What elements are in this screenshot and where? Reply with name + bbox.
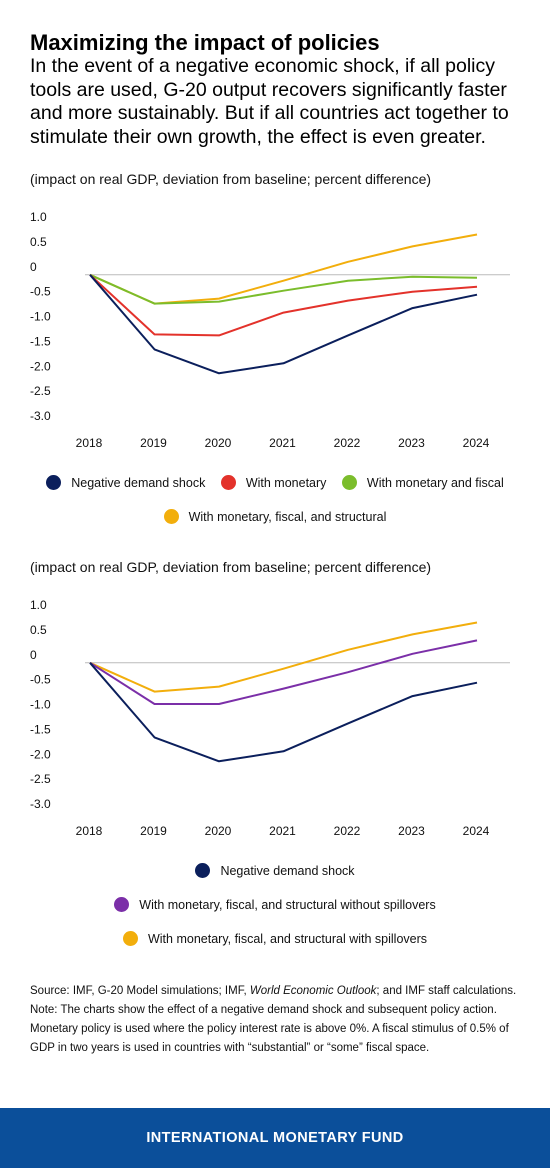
y-tick-label: 0	[30, 260, 37, 274]
series-line-1	[89, 639, 478, 705]
legend-item-with-spillovers: With monetary, fiscal, and structural wi…	[122, 931, 428, 947]
legend-item-negative-demand-shock: Negative demand shock	[46, 475, 206, 491]
y-tick-label: 1.0	[30, 210, 47, 224]
y-tick-label: -0.5	[30, 285, 51, 299]
chart-title: Maximizing the impact of policies	[30, 30, 380, 55]
legend-dot	[46, 475, 62, 491]
chart1-legend-row2: With monetary, fiscal, and structural	[0, 509, 550, 525]
legend-label: With monetary, fiscal, and structural	[188, 510, 387, 525]
series-line-2	[89, 273, 478, 305]
y-tick-label: -2.0	[30, 359, 51, 373]
chart1-unit-note: (impact on real GDP, deviation from base…	[30, 171, 432, 187]
legend-item-negative-demand-shock: Negative demand shock	[195, 863, 355, 879]
legend-dot	[114, 897, 130, 913]
legend-dot	[122, 931, 138, 947]
series-line-0	[89, 274, 478, 375]
y-tick-label: -2.5	[30, 772, 51, 786]
legend-label: With monetary, fiscal, and structural wi…	[139, 898, 436, 913]
footer-label: INTERNATIONAL MONETARY FUND	[146, 1130, 404, 1146]
x-tick-label: 2018	[76, 824, 103, 838]
y-tick-label: -1.5	[30, 722, 51, 736]
x-tick-label: 2022	[334, 436, 361, 450]
legend-item-without-spillovers: With monetary, fiscal, and structural wi…	[114, 897, 436, 913]
source-and-note: Source: IMF, G-20 Model simulations; IMF…	[30, 982, 525, 1058]
imf-footer-banner: INTERNATIONAL MONETARY FUND	[0, 1108, 550, 1168]
source-publication: World Economic Outlook	[249, 985, 377, 997]
y-tick-label: -1.0	[30, 310, 51, 324]
y-tick-label: 0.5	[30, 623, 47, 637]
chart2-unit-note: (impact on real GDP, deviation from base…	[30, 559, 432, 575]
x-tick-label: 2024	[463, 824, 490, 838]
series-line-3	[89, 233, 478, 305]
x-tick-label: 2018	[76, 436, 103, 450]
x-tick-label: 2023	[398, 436, 425, 450]
legend-dot	[163, 509, 179, 525]
legend-item-with-monetary-and-fiscal: With monetary and fiscal	[341, 475, 504, 491]
chart-subtitle: In the event of a negative economic shoc…	[30, 55, 509, 148]
chart2-line-chart: 1.0 0.5 0 -0.5 -1.0 -1.5 -2.0 -2.5 -3.0 2018 2019 2…	[30, 598, 510, 838]
y-tick-label: -1.0	[30, 698, 51, 712]
y-tick-label: -2.0	[30, 747, 51, 761]
legend-dot	[195, 863, 211, 879]
legend-dot	[220, 475, 236, 491]
x-tick-label: 2022	[334, 824, 361, 838]
chart1-legend-row1: Negative demand shock With monetary With…	[0, 475, 550, 491]
source-text: Source: IMF, G-20 Model simulations; IMF…	[30, 982, 525, 1001]
source-label: Source: IMF, G-20 Model simulations; IMF…	[30, 985, 250, 997]
y-tick-label: -2.5	[30, 384, 51, 398]
x-tick-label: 2021	[269, 824, 296, 838]
chart1-line-chart: 1.0 0.5 0 -0.5 -1.0 -1.5 -2.0 -2.5 -3.0 2018 2019 2…	[30, 210, 510, 450]
legend-label: With monetary	[245, 476, 327, 491]
y-tick-label: -3.0	[30, 797, 51, 811]
series-line-2	[89, 621, 478, 693]
series-line-1	[89, 274, 478, 337]
y-tick-label: 0.5	[30, 235, 47, 249]
x-tick-label: 2019	[140, 824, 167, 838]
legend-label: Negative demand shock	[220, 864, 355, 879]
note-text: Note: The charts show the effect of a ne…	[30, 1004, 509, 1054]
legend-dot	[341, 475, 357, 491]
chart2-legend-row1: Negative demand shock	[0, 863, 550, 879]
series-line-0	[89, 662, 478, 763]
source-rest: ; and IMF staff calculations.	[376, 985, 517, 997]
x-tick-label: 2021	[269, 436, 296, 450]
x-tick-label: 2019	[140, 436, 167, 450]
legend-item-with-monetary: With monetary	[220, 475, 327, 491]
y-tick-label: -3.0	[30, 409, 51, 423]
x-tick-label: 2020	[205, 436, 232, 450]
x-tick-label: 2023	[398, 824, 425, 838]
y-tick-label: -0.5	[30, 673, 51, 687]
chart2-legend-row2: With monetary, fiscal, and structural wi…	[0, 897, 550, 913]
legend-label: Negative demand shock	[71, 476, 206, 491]
x-tick-label: 2020	[205, 824, 232, 838]
y-tick-label: 0	[30, 648, 37, 662]
y-tick-label: -1.5	[30, 334, 51, 348]
legend-label: With monetary and fiscal	[366, 476, 504, 491]
y-tick-label: 1.0	[30, 598, 47, 612]
chart2-legend-row3: With monetary, fiscal, and structural wi…	[0, 931, 550, 947]
x-tick-label: 2024	[463, 436, 490, 450]
legend-item-with-monetary-fiscal-structural: With monetary, fiscal, and structural	[163, 509, 387, 525]
legend-label: With monetary, fiscal, and structural wi…	[147, 932, 428, 947]
